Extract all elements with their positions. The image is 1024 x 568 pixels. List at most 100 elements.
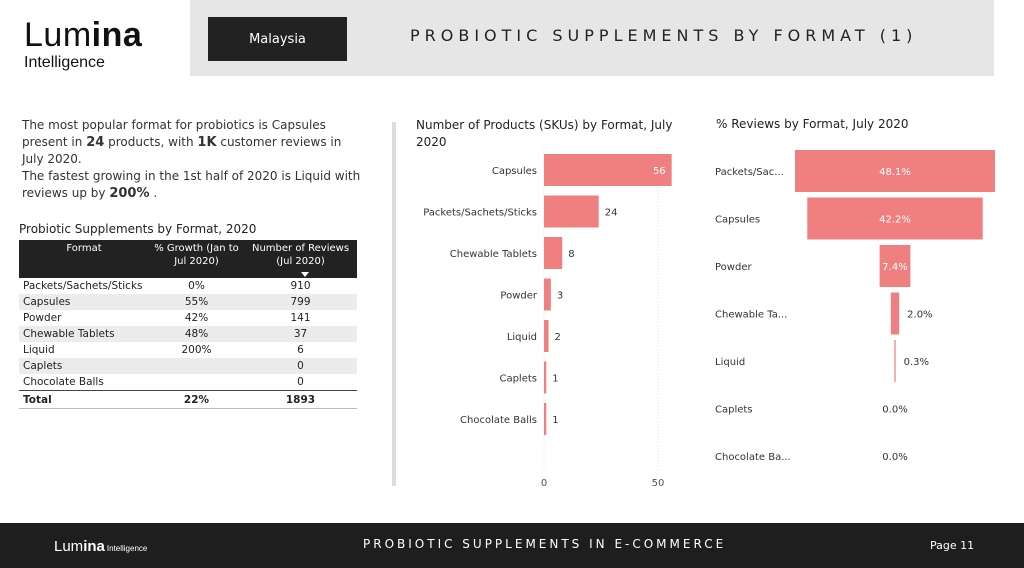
- header-reviews-label: Number of Reviews (Jul 2020): [251, 243, 350, 267]
- funnel-bar: [879, 245, 911, 287]
- cell-format: Chewable Tablets: [23, 328, 115, 340]
- data-label: 48.1%: [879, 167, 911, 178]
- x-tick-label: 50: [652, 478, 665, 489]
- format-table: Format % Growth (Jan to Jul 2020) Number…: [19, 240, 357, 409]
- cell-format: Liquid: [23, 344, 55, 356]
- footer-logo-bold: ina: [83, 538, 105, 555]
- cell-total-reviews: 1893: [285, 393, 316, 406]
- table-row: Chewable Tablets 48% 37: [19, 326, 357, 342]
- cell-format: Caplets: [23, 360, 63, 372]
- header-growth[interactable]: % Growth (Jan to Jul 2020): [154, 243, 239, 267]
- table-row: Liquid 200% 6: [19, 342, 357, 358]
- summary-products: 24: [86, 135, 105, 150]
- summary-text: The most popular format for probiotics i…: [22, 117, 362, 202]
- category-label: Powder: [500, 291, 537, 302]
- data-label: 56: [653, 166, 666, 177]
- logo-subtitle: Intelligence: [24, 54, 105, 71]
- chart1-title: Number of Products (SKUs) by Format, Jul…: [416, 118, 673, 149]
- data-label: 42.2%: [879, 215, 911, 226]
- funnel-bar: [807, 197, 983, 240]
- footer-logo-small: Intelligence: [106, 544, 148, 553]
- summary-reviews: 1K: [197, 135, 217, 150]
- footer-logo: Lumina Intelligence: [54, 538, 147, 555]
- data-label: 1: [552, 415, 558, 426]
- cell-growth: 200%: [181, 344, 212, 356]
- funnel-bar: [795, 150, 995, 192]
- summary-line2-pre: The fastest growing in the 1st half of 2…: [22, 169, 361, 200]
- bar: [544, 278, 551, 311]
- summary-line2-post: .: [149, 186, 158, 200]
- chart2-title: % Reviews by Format, July 2020: [716, 117, 909, 131]
- table-row: Capsules 55% 799: [19, 294, 357, 310]
- footer-title: PROBIOTIC SUPPLEMENTS IN E-COMMERCE: [363, 537, 727, 551]
- bar: [544, 320, 549, 352]
- cell-format: Capsules: [23, 296, 71, 308]
- category-label: Chewable Ta...: [715, 310, 787, 321]
- category-label: Chocolate Ba...: [715, 452, 791, 463]
- table-total-row: Total 22% 1893: [19, 390, 357, 408]
- summary-line1-pre: The most popular format for probiotics i…: [22, 118, 326, 149]
- country-label: Malaysia: [208, 17, 347, 61]
- category-label: Caplets: [715, 405, 753, 416]
- cell-format: Packets/Sachets/Sticks: [23, 280, 143, 292]
- category-label: Chocolate Balls: [460, 415, 537, 426]
- sku-bar-chart: 0 50 Capsules 56 Packets/Sachets/Sticks 24 Che…: [423, 148, 672, 489]
- cell-growth: 48%: [184, 328, 209, 340]
- footer-logo-light: Lum: [54, 538, 84, 555]
- section-divider: [392, 122, 396, 486]
- reviews-funnel-chart: Packets/Sac... 48.1% Capsules 42.2% Powder 7.…: [715, 150, 995, 463]
- cell-reviews: 0: [297, 376, 304, 388]
- category-label: Packets/Sachets/Sticks: [423, 208, 537, 219]
- category-label: Liquid: [507, 332, 537, 343]
- bar: [544, 237, 563, 269]
- data-label: 0.0%: [882, 452, 907, 463]
- table-row: Caplets 0: [19, 358, 357, 374]
- bar: [544, 403, 547, 435]
- funnel-bar: [890, 292, 900, 335]
- logo-bold-text: ina: [91, 16, 143, 54]
- cell-format: Chocolate Balls: [23, 376, 104, 388]
- cell-total-growth: 22%: [183, 393, 210, 406]
- cell-reviews: 141: [290, 312, 311, 324]
- data-label: 2: [555, 332, 561, 343]
- summary-line1-post: customer reviews in July 2020.: [22, 135, 342, 166]
- cell-reviews: 37: [293, 328, 308, 340]
- cell-reviews: 910: [290, 280, 311, 292]
- category-label: Capsules: [492, 166, 537, 177]
- cell-total-label: Total: [23, 393, 52, 406]
- bar: [544, 195, 599, 228]
- category-label: Liquid: [715, 357, 745, 368]
- page-number: Page 11: [930, 539, 975, 552]
- data-label: 3: [557, 291, 563, 302]
- logo-light-text: Lum: [24, 16, 92, 54]
- header-reviews[interactable]: Number of Reviews (Jul 2020): [244, 240, 357, 278]
- table-bottom-border: [19, 408, 357, 409]
- sort-desc-icon: [300, 271, 309, 277]
- table-title: Probiotic Supplements by Format, 2020: [19, 222, 257, 236]
- bar: [544, 154, 672, 186]
- header-format[interactable]: Format: [66, 243, 102, 254]
- data-label: 8: [568, 249, 574, 260]
- cell-format: Powder: [23, 312, 62, 324]
- lumina-logo: Lumina Intelligence: [24, 18, 142, 71]
- cell-reviews: 799: [290, 296, 311, 308]
- category-label: Powder: [715, 262, 752, 273]
- category-label: Capsules: [715, 215, 760, 226]
- data-label: 0.3%: [904, 357, 929, 368]
- table-row: Powder 42% 141: [19, 310, 357, 326]
- data-label: 1: [552, 374, 558, 385]
- category-label: Caplets: [499, 374, 537, 385]
- footer-bar: Lumina Intelligence PROBIOTIC SUPPLEMENTS…: [0, 523, 1024, 568]
- x-tick-label: 0: [541, 478, 547, 489]
- category-label: Chewable Tablets: [450, 249, 537, 260]
- cell-growth: 42%: [184, 312, 209, 324]
- summary-line1-mid: products, with: [104, 135, 198, 149]
- funnel-bar: [894, 340, 896, 382]
- cell-growth: 55%: [184, 296, 209, 308]
- bar: [544, 361, 547, 394]
- data-label: 2.0%: [907, 310, 932, 321]
- cell-reviews: 6: [297, 344, 304, 356]
- summary-growth: 200%: [109, 186, 150, 201]
- cell-growth: 0%: [188, 280, 205, 292]
- table-row: Packets/Sachets/Sticks 0% 910: [19, 278, 357, 294]
